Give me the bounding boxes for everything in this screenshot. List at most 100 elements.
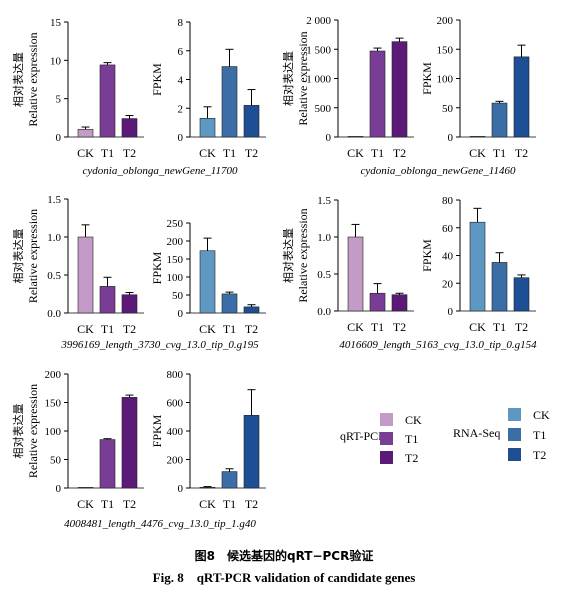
y-tick-label: 0 [56,132,62,144]
bar-t2 [391,41,408,138]
legend-swatch-rna-ck [508,408,521,421]
y-tick-label: 800 [167,369,184,381]
bar-ck [77,129,94,138]
y-tick-label: 250 [167,218,184,230]
gene-label-5: 4008481_length_4476_cvg_13.0_tip_1.g40 [64,518,256,530]
y-tick-label: 8 [178,17,184,29]
bar-ck [469,221,486,312]
legend-label-rna-ck: CK [533,408,550,422]
bar-ck [199,118,216,138]
y-axis-title-cn: 相对表达量 [11,229,25,284]
legend-label-qrt-t2: T2 [405,451,418,465]
y-tick-label: 0 [178,483,184,495]
bar-t1 [369,50,386,138]
x-tick-label: T1 [223,497,236,511]
y-axis-title: Relative expression [26,209,40,303]
chart-panel-4: 0 50 100 150 200 CK T1 T2 FPKM [420,15,536,160]
bar-t2 [243,415,260,489]
chart-panel-5: 0.0 0.5 1.0 1.5 CK T1 T2 相对表达量 Relative expressi… [11,194,144,336]
chart-panel-6: 0 50 100 150 200 250 CK T1 T2 FPKM [150,218,266,336]
y-tick-label: 0 [178,132,184,144]
x-tick-label: CK [347,146,364,160]
x-tick-label: T2 [123,322,136,336]
x-tick-label: T1 [493,146,506,160]
x-tick-label: T1 [223,322,236,336]
bar-ck [77,236,94,314]
y-tick-label: 1.0 [47,232,61,244]
y-tick-label: 0.0 [47,308,61,320]
y-tick-label: 80 [442,195,454,207]
y-tick-label: 0.5 [47,270,61,282]
y-tick-label: 1 000 [306,74,331,86]
legend-swatch-rna-t1 [508,428,521,441]
y-tick-label: 1 500 [306,44,331,56]
x-tick-label: T1 [371,320,384,334]
bar-ck [347,136,364,138]
legend-title-qrt: qRT-PCR [340,429,386,443]
y-tick-label: 0 [178,308,184,320]
bar-t1 [491,262,508,312]
y-axis-title: FPKM [150,251,164,284]
y-tick-label: 0.0 [317,306,331,318]
chart-panel-8: 0 20 40 60 80 CK T1 T2 FPKM [420,195,536,334]
y-tick-label: 50 [172,290,184,302]
x-tick-label: T1 [101,146,114,160]
chart-panel-7: 0.0 0.5 1.0 1.5 CK T1 T2 相对表达量 Relative expressi… [281,195,414,334]
x-tick-label: CK [469,146,486,160]
y-axis-title: FPKM [150,63,164,96]
x-tick-label: CK [77,146,94,160]
x-tick-label: CK [199,497,216,511]
gene-label-4: 4016609_length_5163_cvg_13.0_tip_0.g154 [339,339,537,351]
legend: qRT-PCR CK T1 T2 RNA-Seq CK T1 T2 [340,408,550,465]
x-tick-label: T2 [123,146,136,160]
y-tick-label: 10 [50,55,62,67]
legend-label-rna-t2: T2 [533,448,546,462]
y-axis-title-cn: 相对表达量 [11,404,25,459]
y-tick-label: 60 [442,223,454,235]
x-tick-label: T1 [101,497,114,511]
gene-label-1: cydonia_oblonga_newGene_11700 [83,165,238,177]
x-tick-label: CK [469,320,486,334]
bar-t2 [243,306,260,314]
legend-title-rna: RNA-Seq [453,426,500,440]
y-tick-label: 600 [167,398,184,410]
bar-t1 [491,102,508,138]
y-tick-label: 500 [315,103,332,115]
x-tick-label: T1 [493,320,506,334]
caption-en: Fig. 8 qRT-PCR validation of candidate g… [153,570,416,585]
gene-label-2: cydonia_oblonga_newGene_11460 [361,165,516,177]
bar-t2 [121,118,138,138]
y-tick-label: 150 [437,44,454,56]
y-tick-label: 200 [45,369,62,381]
y-tick-label: 100 [167,272,184,284]
y-tick-label: 0 [448,132,454,144]
x-tick-label: T2 [515,320,528,334]
y-axis-title: Relative expression [26,32,40,126]
x-tick-label: T2 [245,497,258,511]
y-axis-title: Relative expression [26,384,40,478]
y-axis-title: FPKM [420,239,434,272]
bar-t1 [99,439,116,489]
x-tick-label: CK [199,146,216,160]
figure-caption: 图8 候选基因的qRT−PCR验证 Fig. 8 qRT-PCR validat… [153,548,416,585]
x-tick-label: CK [77,322,94,336]
bar-t1 [99,64,116,138]
x-tick-label: T2 [393,320,406,334]
bar-ck [347,236,364,312]
y-tick-label: 2 000 [306,15,331,27]
y-tick-label: 0 [448,306,454,318]
y-axis-title-cn: 相对表达量 [281,228,295,283]
y-tick-label: 150 [45,398,62,410]
y-tick-label: 15 [50,17,62,29]
legend-swatch-qrt-ck [380,413,393,426]
bar-t2 [513,277,530,312]
bar-t1 [99,286,116,314]
x-tick-label: CK [199,322,216,336]
chart-panel-9: 0 50 100 150 200 CK T1 T2 相对表达量 Relative expressi… [11,369,144,511]
y-axis-title: Relative expression [296,208,310,302]
x-tick-label: T2 [245,146,258,160]
x-tick-label: T1 [371,146,384,160]
bar-t2 [121,397,138,489]
